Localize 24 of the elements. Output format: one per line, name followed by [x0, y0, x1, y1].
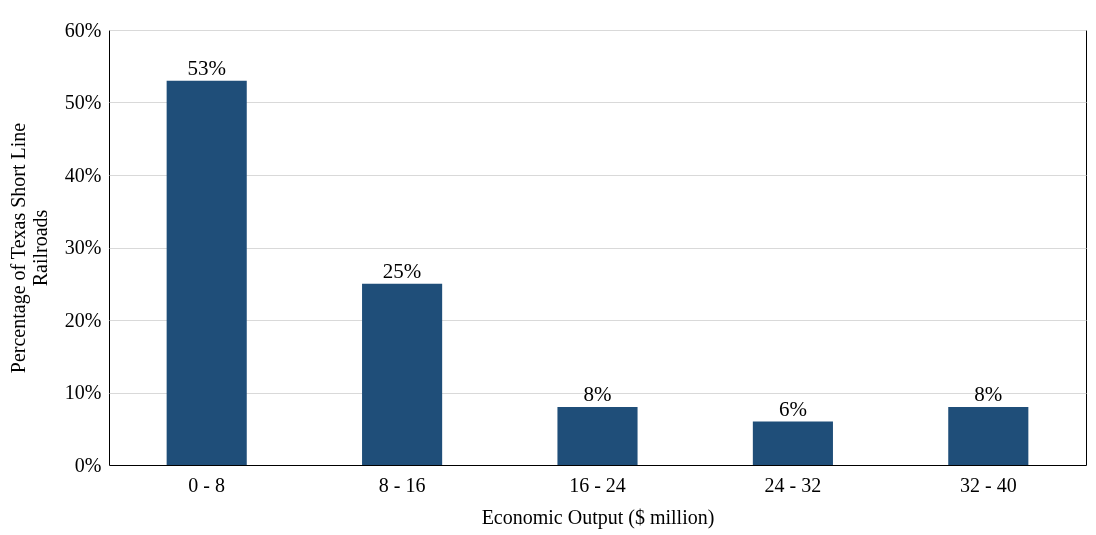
data-label: 25%	[382, 258, 422, 283]
data-label: 8%	[974, 382, 1003, 406]
y-tick-label: 30%	[64, 236, 102, 258]
bar	[362, 283, 443, 465]
y-tick-label: 20%	[64, 308, 102, 331]
data-label: 6%	[778, 396, 807, 421]
x-tick-label: 0 - 8	[188, 473, 226, 496]
bar	[166, 80, 247, 465]
y-axis-title: Percentage of Texas Short Line Railroads	[6, 122, 51, 374]
x-tick-label: 32 - 40	[959, 473, 1017, 496]
y-tick-label: 50%	[64, 91, 102, 113]
x-tick-label: 16 - 24	[569, 473, 626, 496]
bar	[752, 421, 833, 465]
y-tick-label: 0%	[74, 453, 102, 476]
x-axis-title: Economic Output ($ million)	[481, 505, 715, 529]
data-label: 8%	[583, 382, 612, 406]
bar	[948, 407, 1029, 465]
y-tick-label: 60%	[64, 18, 102, 41]
y-tick-label: 40%	[64, 163, 102, 186]
x-tick-label: 24 - 32	[764, 473, 822, 496]
y-tick-label: 10%	[64, 381, 102, 403]
bar	[557, 407, 638, 465]
data-label: 53%	[187, 55, 226, 80]
x-tick-label: 8 - 16	[378, 473, 426, 496]
